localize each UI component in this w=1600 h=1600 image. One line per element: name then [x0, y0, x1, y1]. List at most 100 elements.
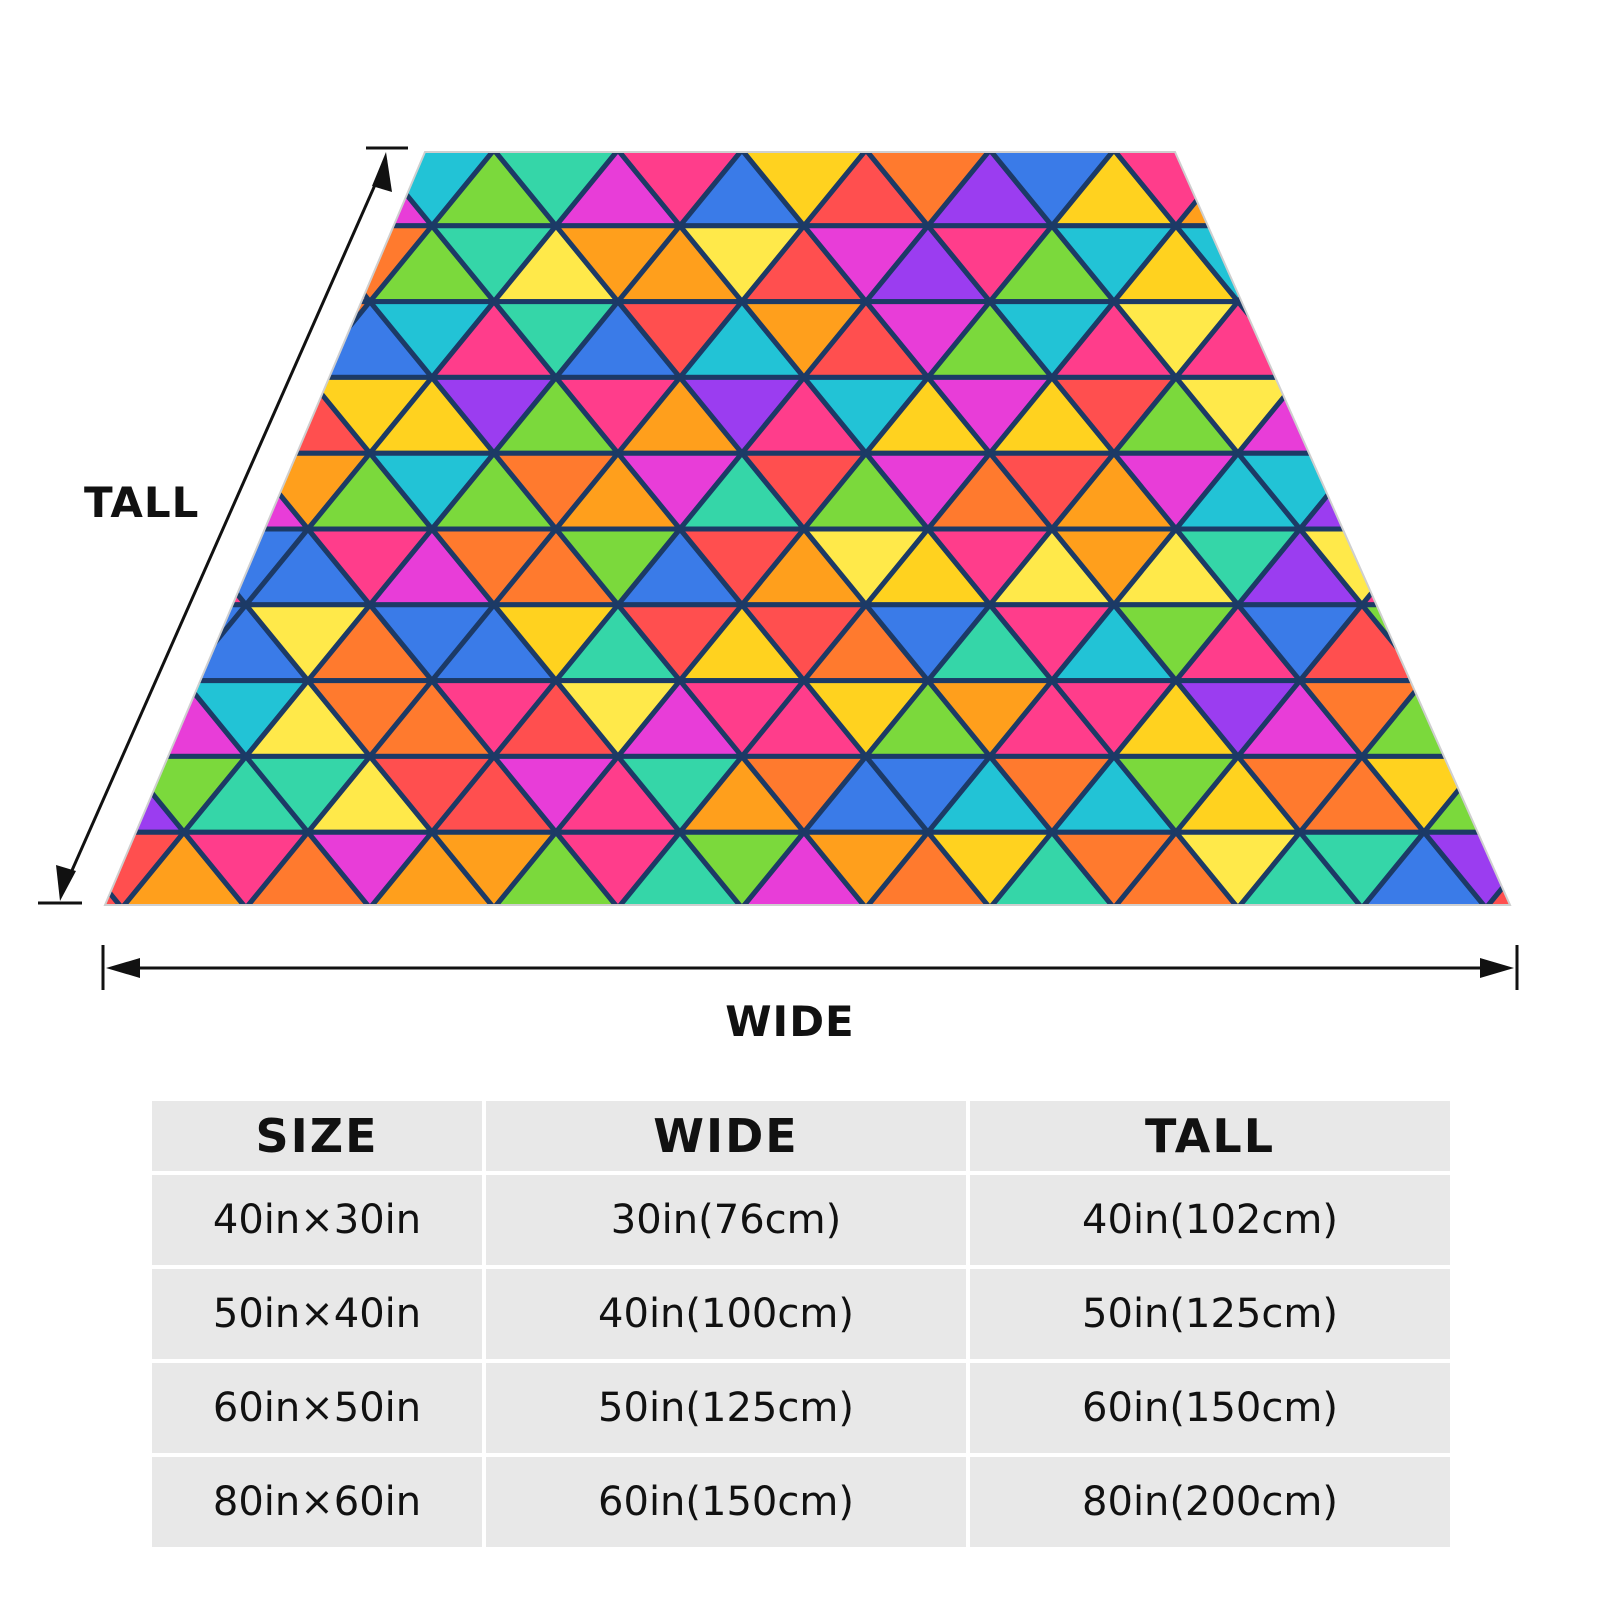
blanket-tile — [181, 299, 311, 380]
blanket-tile — [105, 678, 187, 759]
blanket-tile — [1483, 678, 1510, 759]
blanket-tile — [105, 223, 125, 305]
arrow-head-right-icon — [1480, 958, 1514, 978]
blanket-tile — [181, 374, 311, 456]
blanket-tile — [1173, 152, 1303, 229]
blanket-tile — [1421, 450, 1510, 532]
blanket-tile — [1483, 526, 1510, 608]
blanket-tile — [1359, 450, 1489, 532]
blanket-tile — [0, 226, 60, 302]
blanket-tile — [1297, 374, 1427, 456]
blanket-tile — [0, 832, 60, 908]
blanket-tile — [119, 152, 249, 229]
blanket-tile — [119, 526, 249, 608]
blanket-tile — [1421, 152, 1510, 229]
blanket-tile — [105, 753, 125, 835]
row-4-tall: 80in(200cm) — [970, 1457, 1450, 1547]
blanket-tile — [181, 152, 311, 229]
blanket-tile — [0, 605, 60, 681]
blanket-tile — [1421, 526, 1510, 608]
blanket-tile — [1548, 605, 1600, 681]
row-2-tall: 50in(125cm) — [970, 1269, 1450, 1359]
blanket-tile — [1421, 678, 1510, 759]
blanket-tile — [105, 374, 125, 456]
blanket-tile — [105, 223, 187, 305]
blanket-tile — [119, 374, 249, 456]
blanket-tile — [1483, 152, 1510, 229]
header-wide: WIDE — [486, 1101, 966, 1171]
row-2-size: 50in×40in — [152, 1269, 482, 1359]
blanket-tile — [1421, 602, 1510, 684]
row-1-tall: 40in(102cm) — [970, 1175, 1450, 1265]
arrow-head-down-icon — [56, 865, 76, 901]
blanket-tile — [1235, 152, 1365, 229]
blanket-tile — [1421, 223, 1510, 305]
blanket-tile — [1548, 756, 1600, 832]
header-size: SIZE — [152, 1101, 482, 1171]
row-3-size: 60in×50in — [152, 1363, 482, 1453]
blanket-tile — [1548, 377, 1600, 453]
blanket-tile — [0, 756, 60, 832]
blanket-tile — [0, 302, 60, 378]
blanket-pattern — [0, 150, 1600, 908]
blanket-tile — [1421, 299, 1510, 380]
tall-label: TALL — [84, 478, 200, 527]
blanket-tile — [1297, 299, 1427, 380]
blanket-tile — [105, 374, 187, 456]
blanket-tile — [0, 150, 60, 226]
blanket-tile — [105, 299, 187, 380]
blanket-tile — [105, 526, 187, 608]
blanket-tile — [0, 453, 60, 529]
blanket-tile — [105, 526, 125, 608]
row-1-wide: 30in(76cm) — [486, 1175, 966, 1265]
wide-dimension-arrow — [101, 945, 1519, 990]
row-4-size: 80in×60in — [152, 1457, 482, 1547]
blanket-tile — [181, 223, 311, 305]
blanket-tile — [0, 529, 60, 605]
blanket-tile — [1548, 453, 1600, 529]
blanket-tile — [105, 299, 125, 380]
blanket-tile — [1483, 299, 1510, 380]
blanket-tile — [0, 681, 60, 757]
blanket-tile — [1483, 602, 1510, 684]
size-table: SIZE WIDE TALL 40in×30in 30in(76cm) 40in… — [152, 1101, 1450, 1547]
row-3-wide: 50in(125cm) — [486, 1363, 966, 1453]
wide-label: WIDE — [725, 997, 855, 1046]
blanket-tile — [243, 152, 373, 229]
blanket-tile — [105, 678, 125, 759]
blanket-tile — [1297, 223, 1427, 305]
blanket-outline — [103, 151, 1512, 906]
blanket-tile — [105, 152, 187, 229]
blanket-tile — [119, 299, 249, 380]
blanket-tile — [1297, 152, 1427, 229]
blanket-tile — [1235, 223, 1365, 305]
blanket-tile — [1483, 450, 1510, 532]
blanket-tile — [1548, 832, 1600, 908]
row-4-wide: 60in(150cm) — [486, 1457, 966, 1547]
tall-dimension-arrow — [38, 146, 408, 905]
blanket-tile — [105, 152, 125, 229]
blanket-tile — [1483, 374, 1510, 456]
blanket-tile — [1483, 753, 1510, 835]
blanket-tile — [1359, 299, 1489, 380]
blanket-tile — [1548, 226, 1600, 302]
blanket-tile — [1548, 150, 1600, 226]
row-2-wide: 40in(100cm) — [486, 1269, 966, 1359]
blanket-tile — [119, 223, 249, 305]
arrow-head-left-icon — [106, 958, 140, 978]
arrow-head-up-icon — [372, 152, 392, 192]
row-1-size: 40in×30in — [152, 1175, 482, 1265]
header-tall: TALL — [970, 1101, 1450, 1171]
blanket-tile — [1359, 223, 1489, 305]
blanket-tile — [105, 602, 187, 684]
blanket-tile — [1359, 526, 1489, 608]
blanket-tile — [1548, 681, 1600, 757]
blanket-tile — [1421, 374, 1510, 456]
blanket-tile — [1359, 374, 1489, 456]
row-3-tall: 60in(150cm) — [970, 1363, 1450, 1453]
blanket-tile — [105, 602, 125, 684]
blanket-tile — [1548, 302, 1600, 378]
blanket-illustration — [0, 146, 1600, 990]
blanket-tile — [1483, 223, 1510, 305]
